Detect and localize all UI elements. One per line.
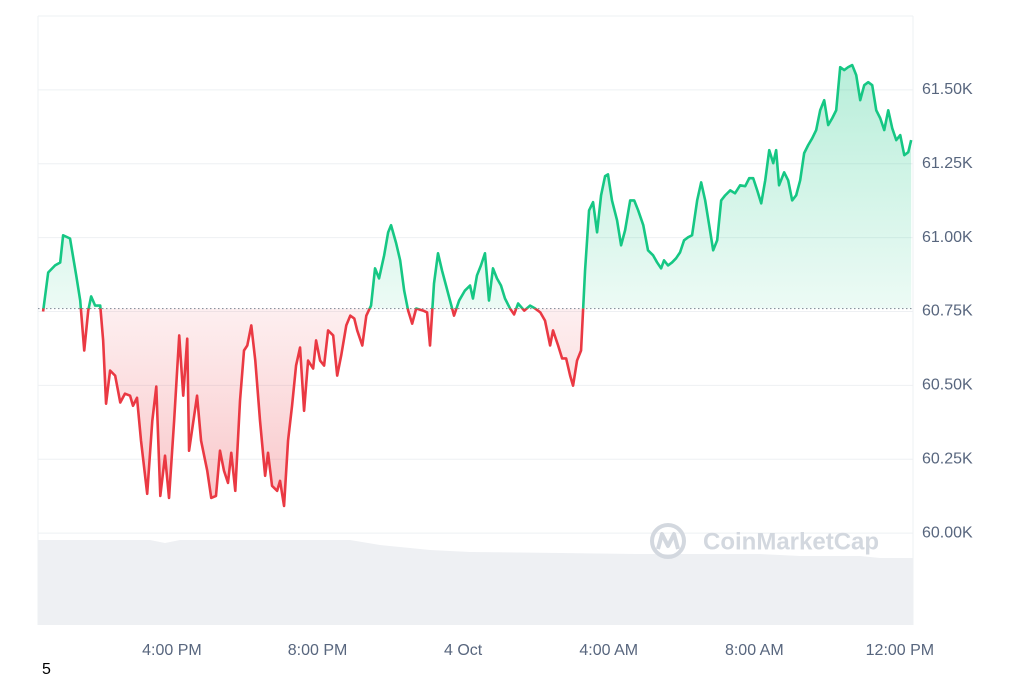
y-tick-label: 60.75K <box>922 303 973 320</box>
y-tick-label: 60.25K <box>922 450 973 467</box>
footnote: 5 <box>42 661 51 678</box>
watermark: CoinMarketCap <box>650 523 879 559</box>
y-tick-label: 61.50K <box>922 81 973 98</box>
y-tick-label: 60.00K <box>922 524 973 541</box>
y-tick-label: 61.00K <box>922 229 973 246</box>
y-tick-label: 60.50K <box>922 377 973 394</box>
x-tick-label: 4:00 PM <box>142 642 202 659</box>
x-tick-label: 4:00 AM <box>579 642 638 659</box>
x-tick-label: 8:00 PM <box>288 642 348 659</box>
x-tick-label: 8:00 AM <box>725 642 784 659</box>
watermark-logo-mark <box>656 532 680 550</box>
price-line <box>41 63 913 508</box>
x-tick-label: 12:00 PM <box>866 642 934 659</box>
watermark-text: CoinMarketCap <box>703 528 879 555</box>
volume-band <box>38 540 913 625</box>
plot <box>38 63 913 508</box>
watermark-logo <box>650 523 686 559</box>
price-area <box>43 65 912 506</box>
x-tick-label: 4 Oct <box>444 642 483 659</box>
y-tick-label: 61.25K <box>922 155 973 172</box>
